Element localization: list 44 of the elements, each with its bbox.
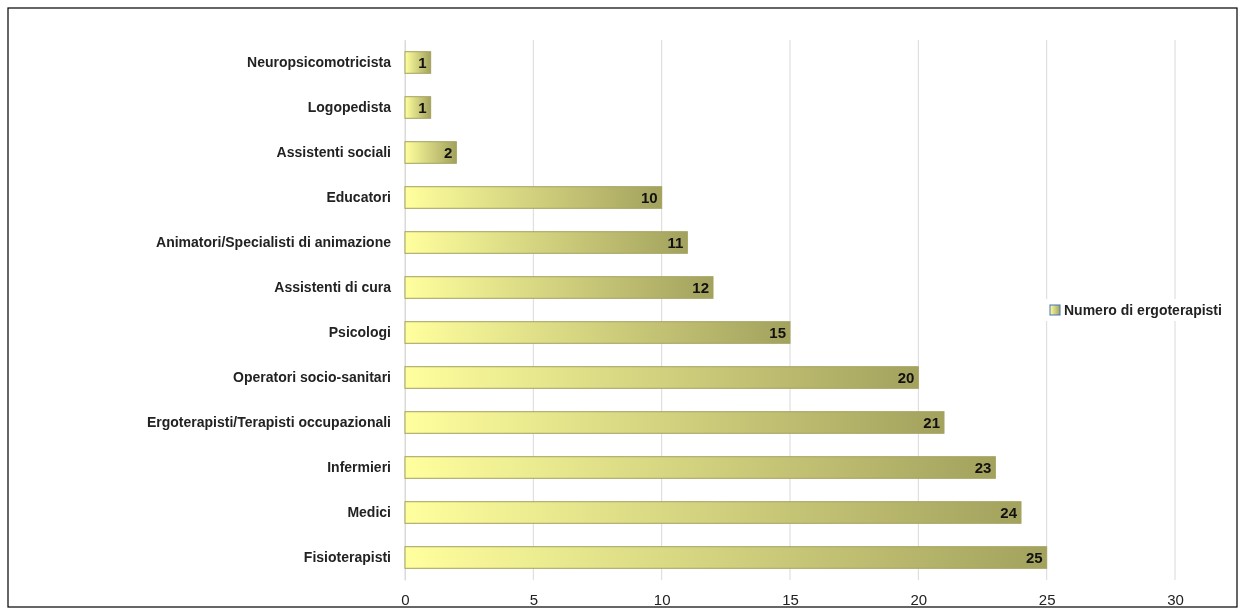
y-tick-label: Assistenti sociali <box>276 143 391 160</box>
data-label: 25 <box>1025 548 1043 566</box>
y-tick-label: Neuropsicomotricista <box>247 53 392 70</box>
y-tick-label: Ergoterapisti/Terapisti occupazionali <box>146 413 391 430</box>
data-label: 15 <box>769 323 786 341</box>
x-tick-label: 30 <box>1167 590 1184 608</box>
y-tick-label: Logopedista <box>307 98 392 115</box>
data-label: 11 <box>667 233 684 251</box>
bar <box>404 501 1022 524</box>
bar <box>404 546 1048 569</box>
y-tick-label: Animatori/Specialisti di animazione <box>156 233 392 250</box>
bar <box>404 366 919 389</box>
data-label: 10 <box>640 188 658 206</box>
data-label: 12 <box>692 278 709 296</box>
x-tick-label: 20 <box>910 590 928 608</box>
bar <box>404 96 432 119</box>
bar <box>404 51 432 74</box>
bar <box>404 231 688 254</box>
x-tick-label: 5 <box>529 590 539 608</box>
bar <box>404 456 996 479</box>
data-label: 1 <box>418 98 427 116</box>
data-label: 21 <box>923 413 940 431</box>
bar <box>404 411 945 434</box>
y-tick-label: Fisioterapisti <box>303 548 391 565</box>
data-label: 2 <box>443 143 453 161</box>
bar <box>404 141 457 164</box>
bar <box>404 186 663 209</box>
bar <box>404 321 791 344</box>
data-label: 1 <box>418 53 427 71</box>
y-tick-label: Educatori <box>326 188 391 205</box>
bar <box>404 276 714 299</box>
data-label: 24 <box>1000 503 1018 521</box>
data-label: 23 <box>974 458 992 476</box>
x-tick-label: 25 <box>1038 590 1056 608</box>
legend-label: Numero di ergoterapisti <box>1064 302 1222 319</box>
x-tick-label: 10 <box>653 590 671 608</box>
y-tick-label: Infermieri <box>327 458 391 475</box>
data-label: 20 <box>897 368 915 386</box>
x-tick-label: 15 <box>782 590 799 608</box>
y-tick-label: Medici <box>347 503 391 520</box>
y-tick-label: Operatori socio-sanitari <box>233 368 391 385</box>
x-tick-label: 0 <box>401 590 410 608</box>
y-tick-label: Psicologi <box>328 323 391 340</box>
y-tick-label: Assistenti di cura <box>274 278 392 295</box>
